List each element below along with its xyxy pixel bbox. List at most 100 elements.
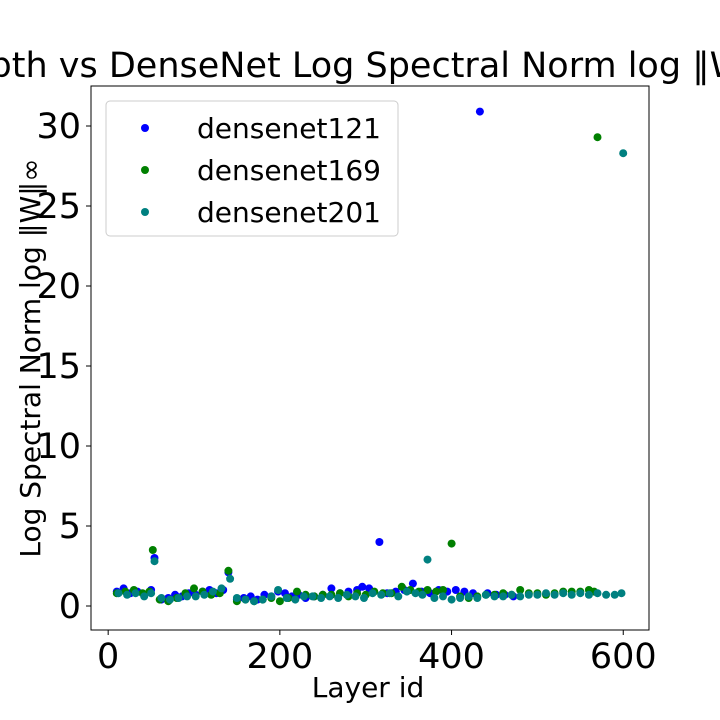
data-point: [439, 592, 447, 601]
data-point: [473, 594, 482, 602]
data-point: [325, 592, 334, 601]
data-point: [602, 590, 611, 599]
data-point: [475, 107, 484, 116]
y-tick-label: 15: [36, 347, 81, 387]
data-point: [258, 595, 267, 604]
x-tick-label: 400: [418, 637, 485, 677]
y-tick-label: 10: [36, 427, 81, 467]
legend-marker: [141, 166, 149, 174]
data-point: [157, 594, 166, 602]
data-point: [342, 590, 351, 599]
data-points: [112, 107, 628, 606]
data-point: [148, 546, 157, 554]
data-point: [351, 592, 360, 601]
legend-label: densenet201: [197, 196, 381, 229]
data-point: [385, 589, 394, 598]
x-tick-label: 200: [246, 637, 313, 677]
data-point: [559, 589, 568, 598]
y-tick-label: 5: [59, 507, 81, 547]
data-point: [447, 539, 456, 548]
data-point: [394, 592, 403, 601]
y-tick-label: 25: [36, 187, 81, 227]
data-point: [533, 590, 542, 599]
data-point: [224, 566, 233, 575]
data-point: [402, 587, 411, 596]
data-point: [610, 590, 619, 599]
legend-marker: [141, 208, 149, 216]
data-point: [397, 582, 406, 591]
y-axis-label: Log Spectral Norm log ‖W‖∞: [14, 158, 47, 557]
data-point: [190, 584, 198, 593]
data-point: [423, 586, 432, 594]
data-point: [524, 590, 533, 599]
data-point: [439, 586, 447, 594]
data-point: [358, 582, 367, 591]
data-point: [226, 574, 235, 583]
data-point: [131, 589, 140, 598]
data-point: [200, 590, 209, 599]
data-point: [327, 584, 336, 593]
x-axis: 0 200 400 600: [97, 630, 657, 677]
data-point: [166, 595, 174, 604]
data-point: [451, 586, 460, 594]
chart-title: Depth vs DenseNet Log Spectral Norm log …: [0, 46, 720, 86]
data-point: [147, 589, 156, 598]
data-point: [584, 590, 593, 599]
data-point: [430, 594, 439, 602]
data-point: [432, 587, 441, 596]
data-point: [619, 149, 628, 158]
data-point: [308, 592, 317, 601]
data-point: [418, 590, 427, 599]
y-tick-label: 30: [36, 107, 81, 147]
data-point: [464, 592, 473, 601]
data-point: [516, 586, 525, 594]
data-point: [291, 595, 300, 604]
x-tick-label: 600: [590, 637, 657, 677]
data-point: [191, 592, 200, 601]
series-densenet201: [114, 149, 628, 606]
data-point: [299, 592, 308, 601]
data-point: [183, 592, 192, 601]
data-point: [282, 594, 291, 602]
data-point: [360, 594, 368, 602]
data-point: [576, 589, 585, 598]
data-point: [275, 597, 284, 606]
x-tick-label: 0: [97, 637, 119, 677]
data-point: [377, 590, 386, 599]
data-point: [123, 590, 132, 599]
data-point: [617, 589, 626, 598]
data-point: [140, 592, 149, 601]
y-tick-label: 0: [59, 587, 81, 627]
data-point: [516, 592, 525, 601]
data-point: [150, 557, 159, 566]
data-point: [250, 597, 259, 606]
data-point: [232, 594, 241, 602]
y-axis: 0 5 10 15 20 25 30: [36, 107, 91, 627]
data-point: [208, 587, 217, 596]
legend-marker: [141, 124, 149, 132]
data-point: [499, 592, 508, 601]
data-point: [217, 584, 226, 593]
data-point: [456, 594, 465, 602]
y-tick-label: 20: [36, 267, 81, 307]
data-point: [241, 595, 250, 604]
data-point: [447, 595, 456, 604]
data-point: [567, 590, 576, 599]
data-point: [593, 133, 602, 142]
legend-label: densenet169: [197, 154, 381, 187]
data-point: [490, 592, 499, 601]
data-point: [368, 589, 377, 598]
data-point: [293, 587, 301, 596]
x-axis-label: Layer id: [312, 671, 425, 704]
data-point: [542, 589, 550, 598]
data-point: [267, 592, 276, 601]
data-point: [411, 589, 420, 598]
data-point: [507, 590, 516, 599]
data-point: [375, 538, 384, 546]
data-point: [114, 589, 123, 598]
data-point: [593, 589, 602, 598]
data-point: [423, 555, 432, 564]
legend-label: densenet121: [197, 112, 381, 145]
legend: densenet121 densenet169 densenet201: [105, 100, 399, 237]
